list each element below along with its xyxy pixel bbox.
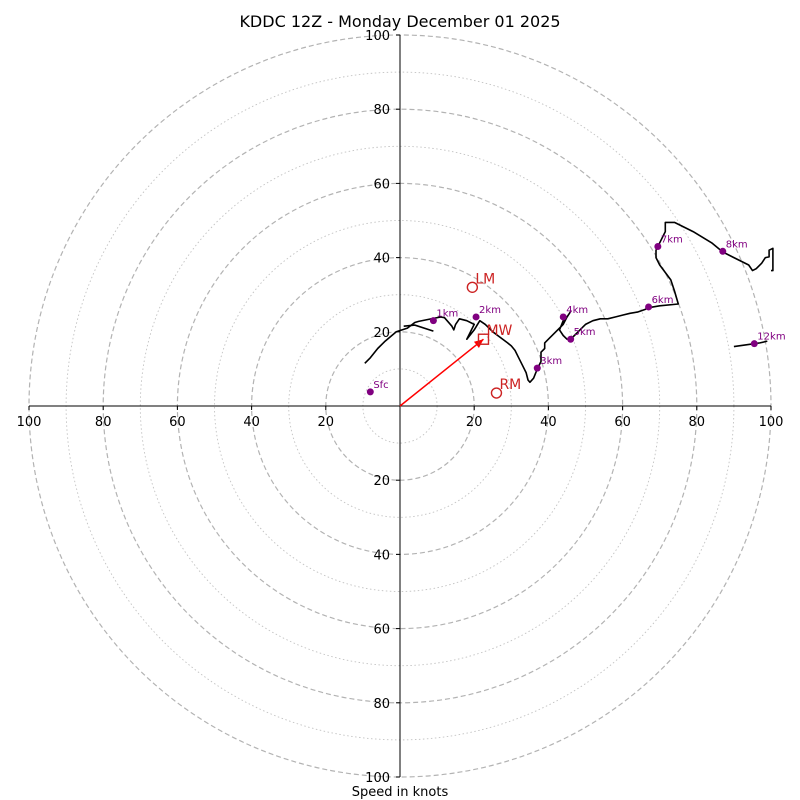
vector-line [399, 338, 484, 407]
height-marker-dot [719, 247, 727, 255]
storm-motion-marker [477, 333, 490, 345]
y-tick-label: 20 [373, 326, 390, 341]
height-marker-dot [567, 335, 575, 343]
height-marker-label: 5km [574, 327, 596, 338]
height-marker-label: 3km [540, 356, 562, 367]
storm-motion-markers: LM RM MW [466, 271, 521, 399]
x-tick-label: 60 [614, 415, 631, 430]
y-tick-label: 20 [373, 474, 390, 489]
x-tick-label: 60 [169, 415, 186, 430]
x-tick-label: 100 [759, 415, 784, 430]
y-tick-label: 100 [365, 29, 390, 44]
storm-motion-label: LM [475, 271, 495, 287]
y-tick-label: 60 [373, 177, 390, 192]
height-marker-label: 6km [652, 295, 674, 306]
y-tick-label: 100 [365, 771, 390, 786]
height-marker-label: 12km [757, 332, 785, 343]
x-tick-label: 40 [540, 415, 557, 430]
height-markers: Sfc 1km 2km 3km 4km 5km 6km 7km 8km 12km [366, 234, 786, 396]
height-marker-label: Sfc [373, 380, 388, 391]
y-tick-label: 80 [373, 103, 390, 118]
height-marker-label: 4km [566, 305, 588, 316]
storm-motion-marker [466, 281, 479, 293]
x-axis-label: Speed in knots [352, 785, 449, 800]
x-tick-label: 20 [466, 415, 483, 430]
height-marker-dot [645, 303, 653, 311]
x-tick-label: 20 [318, 415, 335, 430]
tick-labels: 20 20 20 20 40 40 40 40 60 60 60 60 80 80 80 80 100 100 10… [17, 29, 784, 786]
trace-line-lower [403, 324, 434, 332]
height-marker-dot [366, 388, 374, 396]
height-marker-dot [559, 313, 567, 321]
chart-title: KDDC 12Z - Monday December 01 2025 [239, 12, 560, 31]
height-marker-dot [533, 364, 541, 372]
y-tick-label: 40 [373, 252, 390, 267]
height-marker-dot [472, 313, 480, 321]
height-marker-dot [750, 340, 758, 348]
height-marker-label: 7km [661, 234, 683, 245]
y-tick-label: 40 [373, 548, 390, 563]
y-tick-label: 80 [373, 697, 390, 712]
height-marker-label: 2km [479, 305, 501, 316]
hodograph-trace [364, 221, 774, 384]
trace-line [364, 221, 774, 384]
storm-motion-label: MW [486, 323, 512, 339]
x-tick-label: 80 [95, 415, 112, 430]
height-marker-dot [429, 317, 437, 325]
height-marker-label: 1km [436, 309, 458, 320]
x-tick-label: 80 [689, 415, 706, 430]
x-tick-label: 100 [17, 415, 42, 430]
y-tick-label: 60 [373, 623, 390, 638]
storm-motion-label: RM [499, 377, 521, 393]
mean-wind-vector [399, 338, 484, 407]
storm-motion-marker [490, 387, 503, 399]
height-marker-dot [654, 242, 662, 250]
height-marker-label: 8km [726, 239, 748, 250]
x-tick-label: 40 [243, 415, 260, 430]
